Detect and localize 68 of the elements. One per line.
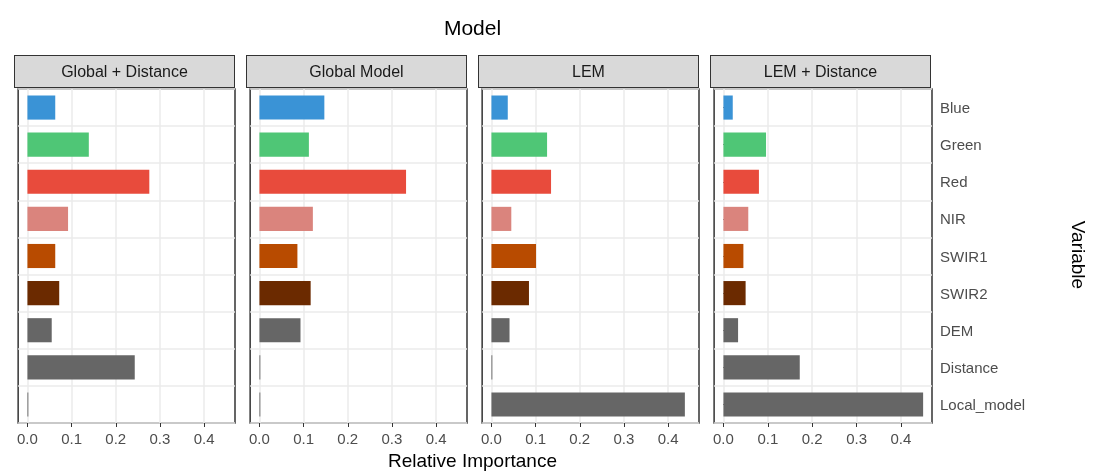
bar	[27, 281, 60, 306]
bar	[259, 132, 309, 157]
x-tick-label: 0.4	[193, 430, 215, 447]
bar	[723, 355, 800, 380]
y-tick-label: Blue	[940, 99, 971, 117]
x-tick-label: 0.3	[149, 430, 171, 447]
bar	[259, 281, 311, 306]
bar	[27, 318, 52, 343]
y-tick-label: DEM	[940, 321, 974, 339]
bar	[491, 132, 548, 157]
x-tick-label: 0.2	[105, 430, 127, 447]
bar	[723, 281, 746, 306]
x-tick-label: 0.1	[293, 430, 315, 447]
bar	[723, 392, 924, 417]
bar	[491, 318, 510, 343]
x-tick-label: 0.1	[61, 430, 83, 447]
chart-title: Global Model	[246, 55, 467, 88]
text: Model	[442, 16, 503, 40]
y-tick-label: Green	[940, 136, 982, 154]
x-tick-label: 0.1	[757, 430, 779, 447]
bar	[27, 95, 56, 120]
y-tick-label: SWIR1	[940, 247, 988, 265]
y-tick-label: Red	[940, 173, 968, 191]
bar	[27, 132, 89, 157]
bar	[491, 95, 508, 120]
bar	[723, 206, 749, 231]
x-tick-label: 0.4	[425, 430, 447, 447]
x-tick-label: 0.4	[890, 430, 912, 447]
bar	[259, 95, 325, 120]
bar	[259, 169, 407, 194]
bar	[723, 132, 767, 157]
bar	[723, 243, 744, 269]
chart-title: Global + Distance	[14, 55, 235, 88]
bar	[259, 206, 313, 231]
bar	[27, 355, 135, 380]
x-tick-label: 0.0	[249, 430, 270, 447]
bar	[491, 281, 529, 306]
x-tick-label: 0.3	[381, 430, 403, 447]
y-tick-label: Distance	[940, 358, 999, 376]
y-tick-label: Local_model	[940, 395, 1026, 413]
bar	[27, 243, 56, 269]
bar	[491, 243, 537, 269]
x-tick-label: 0.3	[613, 430, 635, 447]
x-tick-label: 0.1	[525, 430, 547, 447]
text: Variable	[1067, 220, 1089, 290]
bar	[491, 392, 685, 417]
x-tick-label: 0.0	[481, 430, 502, 447]
y-tick-label: SWIR2	[940, 284, 988, 302]
bar	[723, 95, 733, 120]
x-tick-label: 0.3	[846, 430, 867, 447]
x-tick-label: 0.2	[569, 430, 591, 447]
bar	[723, 169, 759, 194]
x-tick-label: 0.2	[337, 430, 359, 447]
x-tick-label: 0.0	[17, 430, 38, 447]
y-tick-label: NIR	[940, 210, 966, 228]
bar	[27, 206, 69, 231]
x-tick-label: 0.0	[713, 430, 734, 447]
x-tick-label: 0.2	[801, 430, 823, 447]
bar	[259, 318, 301, 343]
bar	[723, 318, 739, 343]
bar	[491, 169, 552, 194]
bar	[27, 169, 150, 194]
bar	[491, 206, 512, 231]
chart-title: LEM + Distance	[710, 55, 931, 88]
x-tick-label: 0.4	[657, 430, 679, 447]
text: Relative Importance	[387, 450, 558, 472]
bar	[259, 243, 298, 269]
chart-title: LEM	[478, 55, 699, 88]
